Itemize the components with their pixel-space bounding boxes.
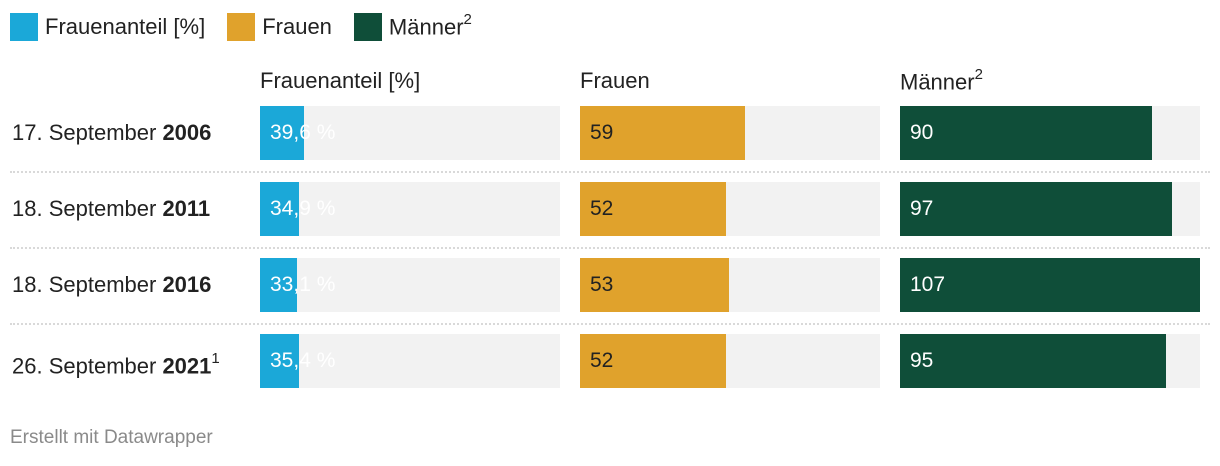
bar: [900, 334, 1167, 388]
legend-label-text: Männer: [388, 14, 464, 40]
legend-swatch: [227, 13, 256, 41]
legend-label: Männer2: [388, 11, 472, 40]
bar-value-label: 107: [910, 273, 946, 296]
bar-track: 97: [900, 182, 1200, 236]
bar: [580, 106, 746, 160]
row-separator: [10, 247, 1210, 249]
bar: [900, 258, 1200, 312]
legend-label: Frauenanteil [%]: [45, 14, 205, 40]
column-header: Frauen: [580, 68, 650, 94]
bar-track: 52: [580, 182, 880, 236]
column-footnote-mark: 2: [974, 66, 983, 83]
legend-label: Frauen: [262, 14, 332, 40]
bar: [260, 106, 304, 160]
column-header-text: Frauen: [580, 68, 650, 93]
bar: [260, 182, 299, 236]
row-label: 18. September 2016: [12, 258, 211, 312]
bar: [900, 106, 1153, 160]
column-header: Frauenanteil [%]: [260, 68, 420, 94]
row-footnote-mark: 1: [211, 350, 220, 367]
bar-track: 52: [580, 334, 880, 388]
row-label-prefix: 26. September: [12, 353, 163, 379]
bar-track: 95: [900, 334, 1200, 388]
legend-swatch: [10, 13, 38, 41]
bar: [580, 182, 726, 236]
footer-credit: Erstellt mit Datawrapper: [10, 427, 213, 448]
bar-value-label: 95: [910, 349, 934, 372]
bar-track: 34,9 %: [260, 182, 560, 236]
row-label: 26. September 20211: [12, 334, 220, 393]
legend-item: Männer2: [353, 11, 472, 41]
bar-value-label: 33,1 %: [270, 273, 336, 296]
legend-item: Frauenanteil [%]: [10, 13, 205, 41]
row-label: 17. September 2006: [12, 106, 211, 160]
bar: [260, 258, 297, 312]
bar-value-label: 34,9 %: [270, 197, 336, 220]
bar-value-label: 52: [590, 349, 614, 372]
bar-value-label: 97: [910, 197, 934, 220]
row-label-year: 2021: [162, 353, 212, 379]
row-label-year: 2016: [162, 272, 212, 297]
bar-track: 53: [580, 258, 880, 312]
bar-value-label: 90: [910, 121, 934, 144]
row-separator: [10, 323, 1210, 325]
bar-track: 35,4 %: [260, 334, 560, 388]
row-label-prefix: 18. September: [12, 272, 163, 297]
bar-track: 33,1 %: [260, 258, 560, 312]
column-header-text: Frauenanteil [%]: [260, 68, 421, 93]
bar-value-label: 35,4 %: [270, 349, 336, 372]
legend-label-text: Frauenanteil [%]: [45, 14, 206, 39]
bar-value-label: 39,6 %: [270, 121, 336, 144]
column-header-text: Männer: [900, 69, 975, 95]
bar: [580, 334, 726, 388]
row-label-prefix: 17. September: [12, 120, 163, 145]
bar-track: 107: [900, 258, 1200, 312]
row-label: 18. September 2011: [12, 182, 210, 236]
bar: [900, 182, 1172, 236]
row-label-year: 2006: [162, 120, 212, 145]
row-label-year: 2011: [162, 196, 211, 221]
legend: Frauenanteil [%] Frauen Männer2: [10, 10, 494, 44]
bar-value-label: 52: [590, 197, 614, 220]
bar: [580, 258, 729, 312]
bar-value-label: 59: [590, 121, 614, 144]
bar-track: 39,6 %: [260, 106, 560, 160]
legend-label-text: Frauen: [262, 14, 332, 39]
row-label-prefix: 18. September: [12, 196, 163, 221]
bar: [260, 334, 300, 388]
legend-swatch: [353, 13, 382, 41]
bar-track: 90: [900, 106, 1200, 160]
row-separator: [10, 171, 1210, 173]
legend-footnote-mark: 2: [463, 11, 472, 29]
column-header: Männer2: [900, 66, 983, 95]
legend-item: Frauen: [227, 13, 332, 41]
bar-value-label: 53: [590, 273, 614, 296]
bar-track: 59: [580, 106, 880, 160]
